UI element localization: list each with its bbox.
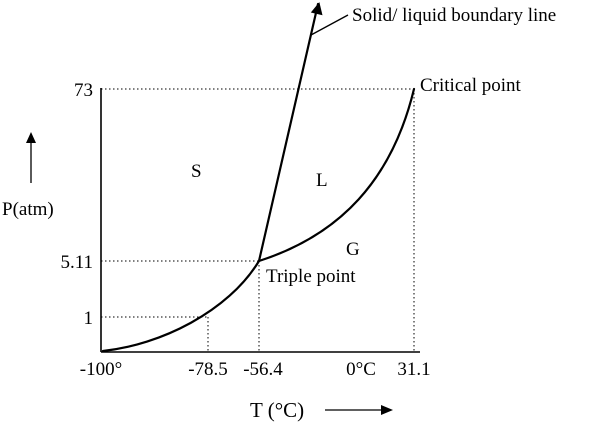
x-axis-right-arrow-icon bbox=[381, 405, 393, 415]
y-axis-up-arrow-icon bbox=[26, 132, 36, 143]
region-gas-label: G bbox=[346, 239, 360, 260]
x-tick-minus-78-5: -78.5 bbox=[188, 359, 228, 380]
region-solid-label: S bbox=[191, 161, 202, 182]
x-tick-31-1: 31.1 bbox=[397, 359, 430, 380]
y-tick-73: 73 bbox=[74, 80, 93, 101]
y-tick-5-11: 5.11 bbox=[60, 252, 93, 273]
vaporization-curve bbox=[257, 87, 416, 263]
x-tick-minus-56-4: -56.4 bbox=[243, 359, 283, 380]
boundary-label-leader bbox=[310, 14, 349, 36]
boundary-arrowhead-icon bbox=[310, 2, 323, 16]
x-tick-minus-100: -100° bbox=[80, 359, 122, 380]
sublimation-curve bbox=[101, 259, 261, 353]
triple-point-label: Triple point bbox=[266, 266, 356, 287]
solid-liquid-boundary-line bbox=[257, 2, 320, 263]
region-liquid-label: L bbox=[316, 170, 328, 191]
critical-point-label: Critical point bbox=[420, 75, 522, 96]
solid-liquid-boundary-label: Solid/ liquid boundary line bbox=[352, 5, 556, 26]
x-tick-0c: 0°C bbox=[346, 359, 376, 380]
y-tick-1: 1 bbox=[84, 308, 94, 329]
x-axis-label: T (°C) bbox=[250, 398, 304, 422]
y-axis-label: P(atm) bbox=[2, 199, 54, 220]
